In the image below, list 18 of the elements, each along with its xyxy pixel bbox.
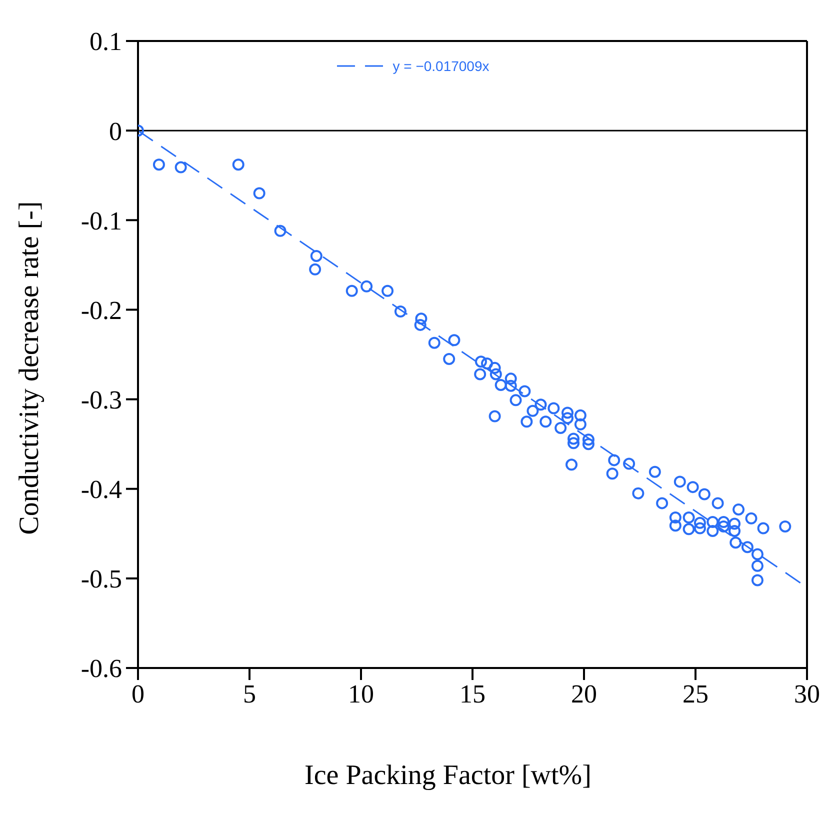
- x-tick-label: 25: [682, 679, 708, 708]
- x-tick-label: 30: [794, 679, 820, 708]
- x-tick-label: 15: [460, 679, 486, 708]
- x-tick-label: 0: [132, 679, 144, 708]
- y-tick-label: -0.1: [80, 206, 122, 236]
- y-tick-label: -0.4: [80, 475, 122, 504]
- y-tick-label: 0: [109, 116, 122, 146]
- y-tick-label: -0.6: [80, 654, 122, 684]
- y-axis-title: Conductivity decrease rate [-]: [14, 201, 46, 535]
- y-tick-label: 0.1: [90, 27, 122, 56]
- legend-label: y = −0.017009x: [392, 58, 490, 74]
- x-axis-title: Ice Packing Factor [wt%]: [304, 760, 592, 792]
- y-tick-label: -0.3: [80, 386, 122, 415]
- y-tick-label: -0.2: [80, 296, 122, 325]
- x-tick-label: 10: [348, 679, 374, 708]
- x-tick-label: 20: [571, 679, 597, 708]
- x-tick-label: 5: [243, 679, 256, 708]
- y-tick-label: -0.5: [80, 564, 122, 594]
